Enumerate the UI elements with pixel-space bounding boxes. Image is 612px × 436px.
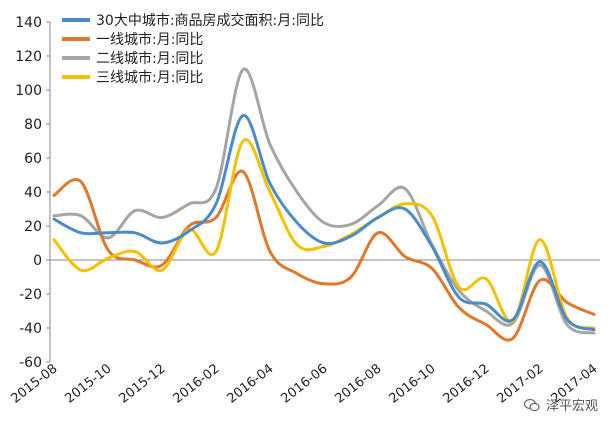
- series-line-0: [52, 114, 596, 332]
- x-tick-label: 2016-04: [224, 361, 276, 406]
- wechat-icon: [523, 398, 540, 411]
- x-tick-label: 2015-12: [116, 361, 168, 406]
- x-tick-label: 2016-06: [278, 361, 330, 406]
- legend-label-3: 三线城市:月:同比: [96, 69, 203, 86]
- y-tick-label: 100: [15, 83, 42, 99]
- y-tick-label: 80: [24, 117, 42, 133]
- y-tick-label: 0: [33, 253, 42, 269]
- y-tick-label: 20: [24, 219, 42, 235]
- x-tick-label: 2015-10: [62, 361, 114, 406]
- watermark: 泽平宏观: [523, 395, 598, 414]
- legend-label-2: 二线城市:月:同比: [96, 50, 203, 67]
- x-tick-label: 2016-08: [332, 361, 384, 406]
- y-tick-label: 40: [24, 185, 42, 201]
- y-tick-label: -20: [19, 287, 42, 303]
- series-line-1: [52, 169, 596, 342]
- series-line-2: [52, 67, 596, 335]
- y-tick-label: 60: [24, 151, 42, 167]
- y-tick-label: -60: [19, 355, 42, 371]
- x-tick-label: 2016-10: [386, 361, 438, 406]
- legend-label-0: 30大中城市:商品房成交面积:月:同比: [96, 12, 324, 29]
- watermark-text: 泽平宏观: [545, 399, 598, 414]
- x-tick-label: 2016-12: [440, 361, 492, 406]
- y-tick-label: 120: [15, 49, 42, 65]
- y-tick-label: -40: [19, 321, 42, 337]
- legend-label-1: 一线城市:月:同比: [96, 31, 203, 48]
- y-tick-label: 140: [15, 15, 42, 31]
- x-tick-label: 2016-02: [170, 361, 222, 406]
